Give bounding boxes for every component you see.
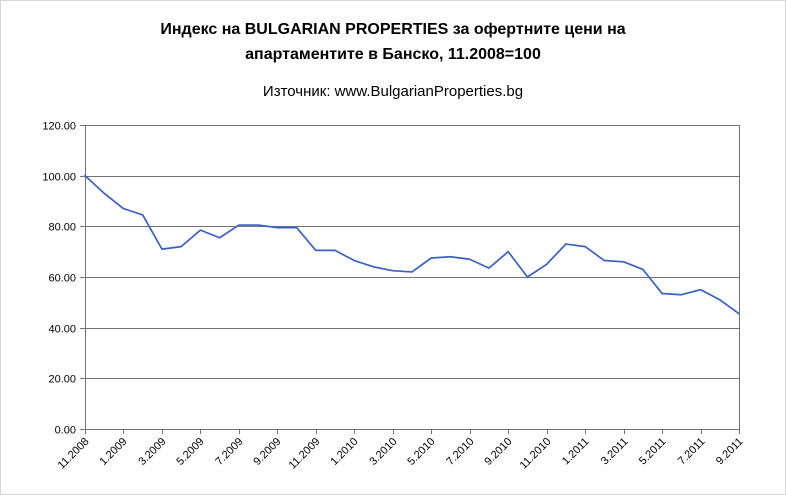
x-axis-label-group: 3.2009 bbox=[136, 436, 168, 468]
x-axis-label-group: 5.2010 bbox=[405, 436, 437, 468]
chart-subtitle: Източник: www.BulgarianProperties.bg bbox=[262, 83, 524, 100]
x-axis-label: 1.2009 bbox=[97, 436, 129, 468]
x-axis-label-group: 5.2011 bbox=[637, 436, 669, 468]
x-axis-label: 1.2011 bbox=[560, 436, 592, 468]
x-axis-label: 5.2010 bbox=[405, 436, 437, 468]
x-axis-label-group: 7.2010 bbox=[444, 436, 476, 468]
x-axis-label: 3.2010 bbox=[367, 436, 399, 468]
x-axis-label-group: 5.2009 bbox=[174, 436, 206, 468]
x-axis-label: 9.2011 bbox=[714, 436, 746, 468]
x-axis-label-group: 1.2009 bbox=[97, 436, 129, 468]
x-axis-label: 11.2009 bbox=[287, 436, 323, 472]
x-axis-label-group: 7.2011 bbox=[676, 436, 708, 468]
x-axis-label-group: 11.2009 bbox=[287, 436, 323, 472]
chart-header: Индекс на BULGARIAN PROPERTIES за офертн… bbox=[1, 17, 785, 100]
y-axis-label: 0.00 bbox=[55, 425, 76, 437]
x-axis-label: 7.2009 bbox=[213, 436, 245, 468]
x-axis-label: 1.2010 bbox=[328, 436, 360, 468]
x-axis-label: 7.2011 bbox=[676, 436, 708, 468]
x-axis-label-group: 9.2011 bbox=[714, 436, 746, 468]
y-axis-label: 80.00 bbox=[48, 222, 76, 234]
x-axis-label: 7.2010 bbox=[444, 436, 476, 468]
x-axis-label-group: 9.2009 bbox=[251, 436, 283, 468]
x-axis-label-group: 1.2011 bbox=[560, 436, 592, 468]
x-axis-label: 5.2011 bbox=[637, 436, 669, 468]
y-axis-label: 100.00 bbox=[42, 172, 76, 184]
x-axis-label-group: 7.2009 bbox=[213, 436, 245, 468]
chart-title-line1: Индекс на BULGARIAN PROPERTIES за офертн… bbox=[160, 21, 626, 38]
chart-title-line2: апартаментите в Банско, 11.2008=100 bbox=[245, 46, 541, 63]
y-axis-label: 60.00 bbox=[48, 273, 76, 285]
x-axis-label-group: 1.2010 bbox=[328, 436, 360, 468]
series-line bbox=[84, 174, 740, 315]
y-axis-label: 40.00 bbox=[48, 324, 76, 336]
plot-border bbox=[85, 125, 740, 430]
x-axis-label-group: 3.2010 bbox=[367, 436, 399, 468]
x-axis-label: 5.2009 bbox=[174, 436, 206, 468]
x-axis-label-group: 9.2010 bbox=[482, 436, 514, 468]
y-axis-label: 120.00 bbox=[42, 121, 76, 133]
x-axis-label: 3.2011 bbox=[599, 436, 631, 468]
y-axis-label: 20.00 bbox=[48, 374, 76, 386]
x-axis-label: 3.2009 bbox=[136, 436, 168, 468]
x-axis-label: 11.2008 bbox=[56, 436, 92, 472]
x-axis-label: 9.2009 bbox=[251, 436, 283, 468]
x-axis-label: 9.2010 bbox=[482, 436, 514, 468]
x-axis-label-group: 3.2011 bbox=[599, 436, 631, 468]
x-axis-label-group: 11.2010 bbox=[518, 436, 554, 472]
x-axis-label: 11.2010 bbox=[518, 436, 554, 472]
x-axis-label-group: 11.2008 bbox=[56, 436, 92, 472]
